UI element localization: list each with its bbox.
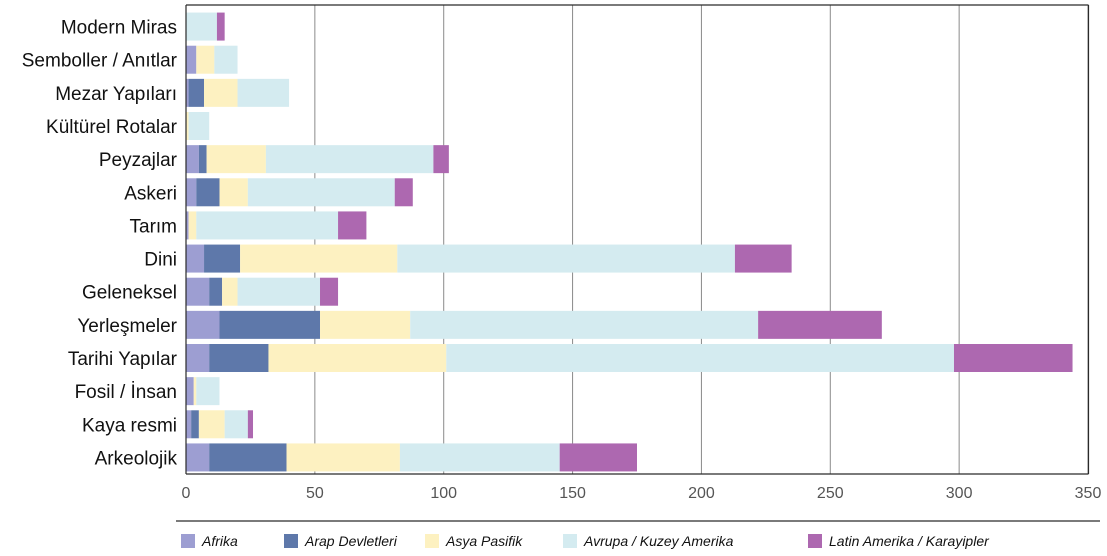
bar-segment-2-1 <box>196 45 215 74</box>
category-label: Dini <box>144 250 177 271</box>
bar-segment-0-11 <box>186 377 194 406</box>
bar-stacks <box>186 12 1073 472</box>
x-tick-label-50: 50 <box>306 485 324 502</box>
axes <box>185 4 1090 475</box>
bar-segment-1-8 <box>209 277 223 306</box>
category-label: Geleneksel <box>82 283 177 304</box>
legend-label-4: Latin Amerika / Karayipler <box>829 533 990 549</box>
bar-segment-2-10 <box>268 344 447 372</box>
bar-segment-3-0 <box>186 12 217 41</box>
vertical-grid-lines <box>314 5 1089 474</box>
bar-segment-3-7 <box>397 244 735 273</box>
bar-segment-4-8 <box>320 277 339 306</box>
bar-segment-3-13 <box>399 443 560 472</box>
category-label: Modern Miras <box>61 18 177 39</box>
legend-label-3: Avrupa / Kuzey Amerika <box>583 533 734 549</box>
bar-segment-2-8 <box>222 277 238 306</box>
bar-segment-3-3 <box>188 112 210 140</box>
bar-segment-2-13 <box>286 443 400 472</box>
category-label: Yerleşmeler <box>77 316 177 337</box>
x-tick-label-350: 350 <box>1075 485 1102 502</box>
x-tick-label-250: 250 <box>817 485 844 502</box>
bar-segment-0-8 <box>186 277 210 306</box>
bar-segment-2-5 <box>219 178 248 207</box>
bar-segment-3-11 <box>196 377 220 406</box>
bar-segment-0-12 <box>186 410 192 439</box>
bar-segment-4-10 <box>953 344 1073 372</box>
bar-segment-4-13 <box>559 443 637 472</box>
bar-segment-4-0 <box>216 12 225 41</box>
x-tick-labels: 0 50 100 150 200 250 300 350 <box>182 485 1102 502</box>
category-label: Semboller / Anıtlar <box>22 51 178 72</box>
bar-segment-3-5 <box>247 178 395 207</box>
category-label: Kaya resmi <box>82 415 177 436</box>
category-label: Peyzajlar <box>99 150 178 171</box>
bar-segment-0-10 <box>186 344 210 372</box>
category-label: Kültürel Rotalar <box>46 117 178 138</box>
bar-segment-4-12 <box>247 410 254 439</box>
bar-segment-1-12 <box>191 410 199 439</box>
legend-label-1: Arap Devletleri <box>304 533 398 549</box>
bar-segment-2-3 <box>186 112 189 140</box>
bar-segment-4-7 <box>734 244 792 273</box>
x-tick-label-300: 300 <box>946 485 973 502</box>
bar-segment-1-9 <box>219 310 321 339</box>
bar-segment-4-6 <box>338 211 367 240</box>
bar-segment-1-4 <box>198 145 207 174</box>
bar-segment-0-9 <box>186 310 220 339</box>
bar-segment-0-1 <box>186 45 197 74</box>
x-tick-label-150: 150 <box>559 485 586 502</box>
category-label: Mezar Yapıları <box>55 84 177 105</box>
bar-segment-0-5 <box>186 178 197 207</box>
bar-segment-4-4 <box>433 145 449 174</box>
bar-segment-3-6 <box>196 211 339 240</box>
category-label: Tarihi Yapılar <box>68 349 178 370</box>
bar-segment-1-2 <box>188 78 205 107</box>
bar-segment-0-2 <box>186 78 189 107</box>
legend: Afrika Arap Devletleri Asya Pasifik Avrupa … <box>176 520 1100 549</box>
legend-label-0: Afrika <box>201 533 238 549</box>
category-labels: Modern Miras Semboller / Anıtlar Mezar Yap… <box>22 18 178 470</box>
x-tick-label-0: 0 <box>182 485 191 502</box>
bar-segment-0-13 <box>186 443 210 472</box>
bar-segment-4-9 <box>758 310 882 339</box>
bar-segment-3-9 <box>410 310 759 339</box>
bar-segment-2-7 <box>240 244 398 273</box>
bar-segment-2-9 <box>320 310 411 339</box>
bar-segment-1-13 <box>209 443 287 472</box>
bar-segment-3-10 <box>446 344 954 372</box>
bar-segment-0-7 <box>186 244 205 273</box>
legend-swatch-3 <box>563 534 577 548</box>
bar-segment-1-5 <box>196 178 220 207</box>
bar-segment-3-8 <box>237 277 321 306</box>
legend-swatch-2 <box>425 534 439 548</box>
bar-segment-1-7 <box>204 244 241 273</box>
bar-segment-4-5 <box>394 178 413 207</box>
bar-segment-3-2 <box>237 78 290 107</box>
bar-segment-3-4 <box>265 145 434 174</box>
legend-label-2: Asya Pasifik <box>445 533 523 549</box>
bar-segment-2-2 <box>204 78 238 107</box>
bar-segment-2-4 <box>206 145 266 174</box>
bar-segment-2-6 <box>188 211 197 240</box>
bar-segment-3-12 <box>224 410 248 439</box>
category-label: Fosil / İnsan <box>75 382 177 403</box>
bar-segment-0-6 <box>186 211 189 240</box>
legend-swatch-1 <box>284 534 298 548</box>
x-tick-label-100: 100 <box>430 485 457 502</box>
bar-segment-0-4 <box>186 145 199 174</box>
legend-swatch-4 <box>808 534 822 548</box>
category-label: Tarım <box>130 216 178 237</box>
category-label: Arkeolojik <box>95 448 178 469</box>
bar-segment-1-10 <box>209 344 269 372</box>
bar-segment-2-11 <box>193 377 197 406</box>
legend-swatch-0 <box>181 534 195 548</box>
bar-segment-2-12 <box>198 410 225 439</box>
bar-segment-3-1 <box>214 45 238 74</box>
category-label: Askeri <box>124 183 177 204</box>
x-tick-label-200: 200 <box>688 485 715 502</box>
